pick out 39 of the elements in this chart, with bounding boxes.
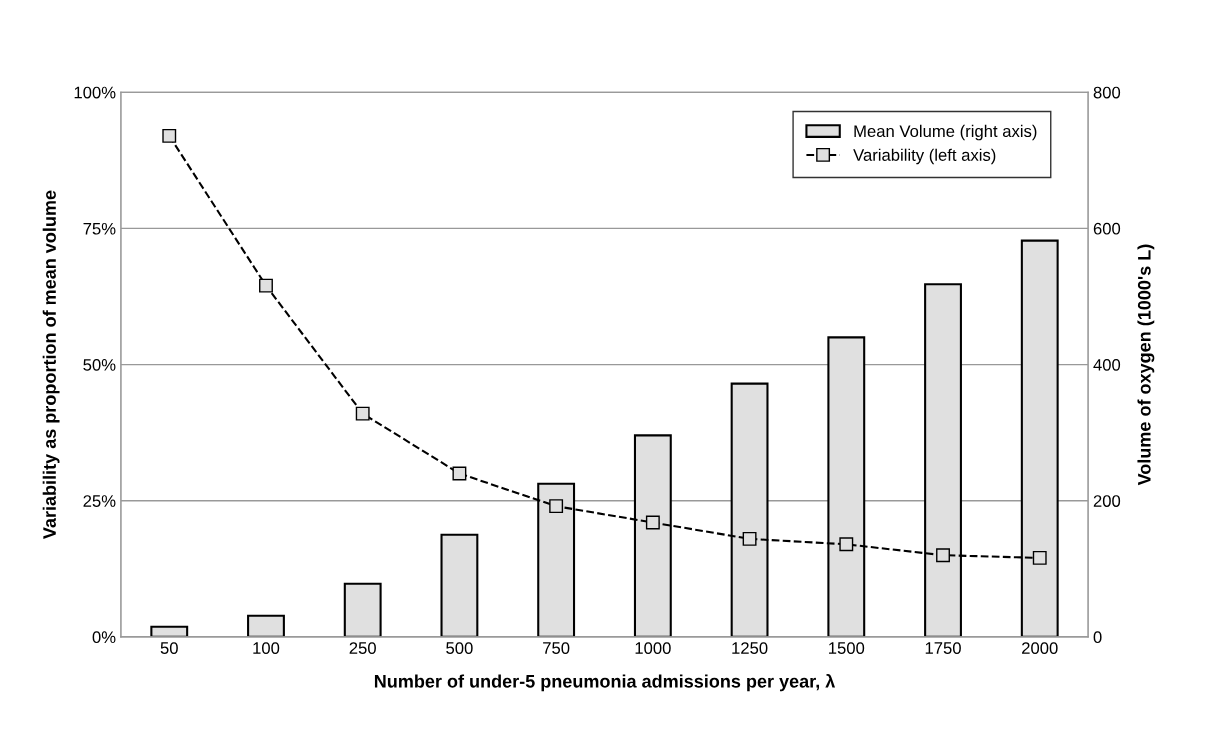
- y-axis-title: Variability as proportion of mean volume: [42, 190, 60, 540]
- y2-axis-title: Volume of oxygen (1000's L): [1137, 244, 1155, 486]
- y-tick-label: 75%: [83, 222, 116, 235]
- point: [839, 537, 854, 552]
- legend-label: Variability (left axis): [853, 148, 996, 165]
- x-tick-label: 2000: [1022, 642, 1058, 654]
- y-tick-label: 100%: [74, 86, 116, 99]
- bar: [247, 614, 285, 637]
- x-tick-label: 750: [543, 642, 570, 654]
- y2-tick-label: 800: [1093, 86, 1121, 99]
- x-tick-label: 1250: [732, 642, 768, 654]
- bar: [440, 533, 479, 637]
- point: [1032, 550, 1047, 565]
- x-tick-label: 1000: [635, 642, 671, 654]
- y-tick-label: 0%: [92, 631, 116, 644]
- point: [742, 531, 757, 546]
- x-tick-label: 1500: [829, 642, 865, 654]
- point: [936, 548, 950, 563]
- x-tick-label: 250: [349, 642, 376, 654]
- x-tick-label: 100: [253, 642, 280, 654]
- point: [355, 406, 370, 421]
- x-tick-label: 500: [446, 642, 473, 654]
- y2-tick-label: 200: [1093, 495, 1121, 507]
- point: [259, 278, 273, 293]
- y2-tick-label: 400: [1093, 358, 1121, 371]
- x-tick-label: 50: [160, 642, 178, 654]
- point: [162, 128, 177, 143]
- y-tick-label: 50%: [83, 358, 116, 371]
- y2-tick-label: 0: [1093, 631, 1102, 644]
- x-axis-title: Number of under-5 pneumonia admissions per year, λ: [374, 673, 836, 692]
- bar: [343, 582, 382, 637]
- y2-tick-label: 600: [1093, 222, 1121, 235]
- x-tick-label: 1750: [925, 642, 961, 654]
- bar: [150, 625, 189, 637]
- y-tick-label: 25%: [83, 495, 116, 507]
- point: [645, 515, 660, 530]
- legend-label: Mean Volume (right axis): [854, 124, 1037, 141]
- point: [549, 499, 564, 514]
- point: [452, 466, 467, 481]
